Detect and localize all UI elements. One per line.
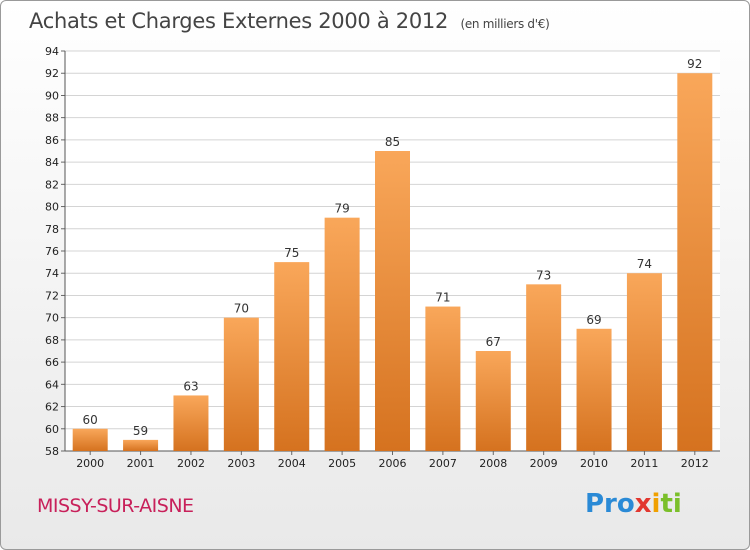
- x-tick-label: 2005: [328, 457, 356, 470]
- x-tick-label: 2004: [278, 457, 306, 470]
- y-tick-label: 58: [45, 445, 59, 458]
- data-label: 67: [486, 335, 501, 349]
- data-label: 69: [586, 313, 601, 327]
- y-tick-label: 94: [45, 45, 59, 58]
- data-label: 71: [435, 291, 450, 305]
- y-tick-label: 64: [45, 378, 59, 391]
- x-tick-label: 2008: [479, 457, 507, 470]
- y-tick-label: 86: [45, 134, 59, 147]
- bar: [425, 306, 461, 451]
- bar: [324, 217, 360, 451]
- data-label: 73: [536, 268, 551, 282]
- bar: [677, 73, 713, 451]
- bar: [72, 428, 108, 451]
- x-tick-label: 2000: [76, 457, 104, 470]
- y-tick-label: 84: [45, 156, 59, 169]
- data-label: 59: [133, 424, 148, 438]
- y-tick-label: 88: [45, 112, 59, 125]
- bar: [223, 317, 259, 451]
- proxiti-logo: Proxiti: [585, 489, 682, 519]
- bar: [123, 439, 159, 451]
- data-label: 92: [687, 57, 702, 71]
- y-tick-label: 76: [45, 245, 59, 258]
- data-label: 79: [334, 202, 349, 216]
- bar: [375, 151, 410, 451]
- x-tick-label: 2001: [127, 457, 155, 470]
- y-tick-label: 74: [45, 267, 59, 280]
- bar: [626, 273, 662, 451]
- x-tick-label: 2009: [530, 457, 558, 470]
- x-tick-label: 2010: [580, 457, 608, 470]
- x-tick-label: 2012: [681, 457, 709, 470]
- y-tick-label: 60: [45, 423, 59, 436]
- x-tick-label: 2011: [630, 457, 658, 470]
- y-tick-label: 82: [45, 178, 59, 191]
- bar: [576, 328, 612, 451]
- data-label: 60: [83, 413, 98, 427]
- y-tick-label: 70: [45, 312, 59, 325]
- data-label: 75: [284, 246, 299, 260]
- location-name: MISSY-SUR-AISNE: [37, 495, 194, 517]
- data-label: 70: [234, 302, 249, 316]
- y-tick-label: 92: [45, 67, 59, 80]
- chart-unit: (en milliers d'€): [460, 17, 550, 31]
- logo-part-3: i: [651, 489, 661, 519]
- logo-part-4: ti: [660, 489, 682, 519]
- logo-part-2: x: [634, 489, 652, 519]
- data-label: 85: [385, 135, 400, 149]
- y-tick-label: 62: [45, 401, 59, 414]
- y-tick-label: 68: [45, 334, 59, 347]
- bar: [475, 351, 511, 451]
- logo-part-1: Pro: [585, 489, 635, 519]
- bar: [526, 284, 562, 451]
- chart-title-text: Achats et Charges Externes 2000 à 2012: [29, 9, 449, 33]
- bar: [173, 395, 209, 451]
- x-tick-label: 2002: [177, 457, 205, 470]
- bar: [274, 262, 310, 451]
- chart-title: Achats et Charges Externes 2000 à 2012 (…: [29, 9, 550, 33]
- y-tick-label: 66: [45, 356, 59, 369]
- data-label: 63: [183, 379, 198, 393]
- x-tick-label: 2007: [429, 457, 457, 470]
- y-tick-label: 90: [45, 89, 59, 102]
- x-tick-label: 2003: [227, 457, 255, 470]
- y-tick-label: 80: [45, 201, 59, 214]
- x-tick-label: 2006: [379, 457, 407, 470]
- data-label: 74: [637, 257, 652, 271]
- y-tick-label: 78: [45, 223, 59, 236]
- y-tick-label: 72: [45, 289, 59, 302]
